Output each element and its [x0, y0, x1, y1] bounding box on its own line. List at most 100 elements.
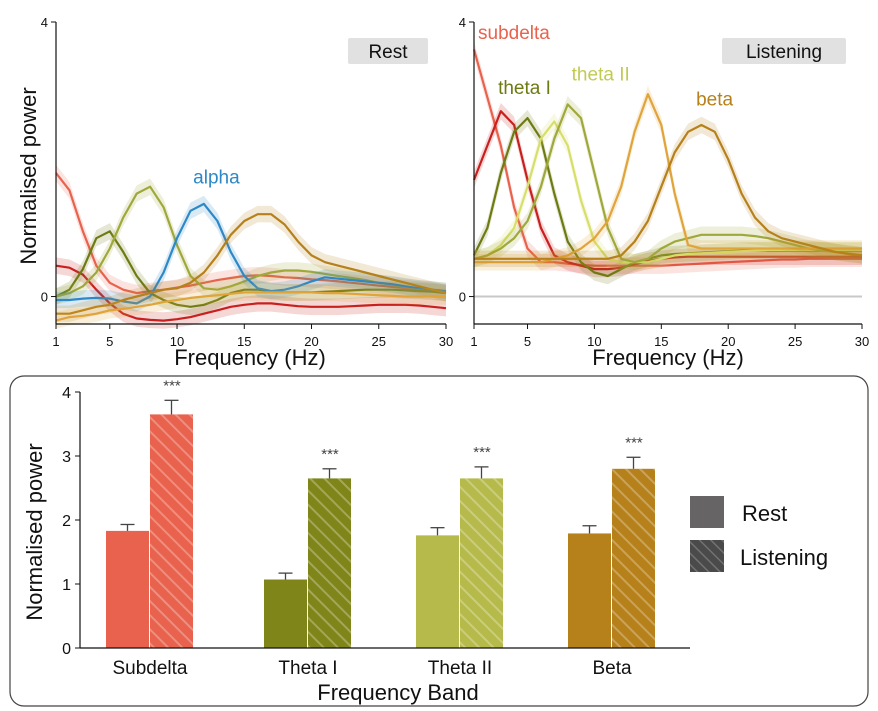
- rest-series-1-band: [56, 257, 446, 329]
- bar-panel-frame: [9, 375, 869, 707]
- listening-x-tick-label: 1: [470, 334, 477, 349]
- category-label: Beta: [592, 658, 632, 679]
- bar-subdelta-rest: [106, 530, 149, 648]
- listening-y-ticks: 04: [459, 15, 474, 305]
- listening-series-5-band: [474, 85, 862, 271]
- bar-x-axis-label: Frequency Band: [317, 680, 478, 705]
- rest-x-axis-label: Frequency (Hz): [174, 345, 326, 370]
- rest-y-tick-label: 0: [41, 290, 48, 305]
- rest-series-6-band: [56, 284, 446, 329]
- rest-series-1-line: [55, 264, 447, 322]
- listening-annotation-beta: beta: [696, 90, 733, 111]
- rest-x-tick-label: 5: [106, 334, 113, 349]
- bar-hatch: [308, 478, 351, 648]
- bar-hatch: [150, 414, 193, 648]
- rest-series-0-line: [55, 172, 447, 295]
- rest-series-6-line: [55, 291, 446, 322]
- bar-y-tick-label: 1: [62, 577, 71, 594]
- rest-x-tick-label: 15: [237, 334, 251, 349]
- listening-x-ticks: 1 5 10 15 20 25 30: [470, 324, 869, 349]
- bar-hatch: [612, 468, 655, 648]
- rest-series-5-line: [56, 213, 447, 315]
- bar-plot-area: *** *** *** ***: [106, 377, 655, 648]
- legend-label-rest: Rest: [742, 501, 787, 526]
- bar-y-tick-label: 4: [62, 385, 71, 402]
- error-bar: [430, 527, 445, 536]
- listening-x-tick-label: 25: [788, 334, 802, 349]
- listening-annotations: subdelta theta I theta II beta: [478, 23, 733, 111]
- bar-theta-ii-rest: [416, 535, 459, 648]
- rest-x-ticks: 1 5 10 15 20 25 30: [52, 324, 453, 349]
- category-label: Theta I: [278, 658, 337, 679]
- listening-series-3-band: [474, 113, 862, 271]
- rest-y-axis-label: Normalised power: [16, 87, 41, 264]
- bar-y-tick-label: 3: [62, 449, 71, 466]
- listening-series-5-line: [474, 92, 862, 264]
- error-bar: [278, 572, 293, 580]
- rest-series-2-line: [55, 230, 447, 308]
- bar-theta-i-rest: [264, 579, 307, 648]
- error-bar: [164, 399, 179, 415]
- listening-series-4-line: [473, 103, 863, 264]
- rest-y-ticks: 04: [41, 15, 56, 305]
- listening-badge-label: Listening: [746, 42, 822, 63]
- bar-legend: Rest Listening: [690, 496, 828, 572]
- listening-x-axis-label: Frequency (Hz): [592, 345, 744, 370]
- error-bar: [582, 525, 597, 534]
- listening-annotation-theta-II: theta II: [572, 64, 630, 85]
- bar-x-ticks: Subdelta Theta I Theta II Beta: [112, 658, 631, 679]
- significance-marker: ***: [321, 446, 339, 463]
- category-label: Theta II: [428, 658, 492, 679]
- error-bar: [120, 523, 135, 531]
- bar-panel: *** *** *** *** 0 1 2 3 4 Subdelta Theta I Theta …: [9, 375, 869, 707]
- bar-y-axis-label: Normalised power: [22, 443, 47, 620]
- listening-badge: Listening: [722, 38, 846, 64]
- rest-x-tick-label: 20: [304, 334, 318, 349]
- listening-x-tick-label: 15: [654, 334, 668, 349]
- legend-swatch-rest: [690, 496, 724, 528]
- rest-annotations: alpha: [193, 167, 240, 188]
- listening-x-tick-label: 10: [587, 334, 601, 349]
- rest-panel: 1 5 10 15 20 25 30 04 Rest Frequency (Hz) Norm…: [16, 15, 453, 370]
- significance-marker: ***: [473, 444, 491, 461]
- rest-series-3-band: [56, 178, 446, 305]
- listening-y-tick-label: 4: [459, 15, 466, 30]
- listening-series-3-line: [473, 120, 862, 264]
- listening-y-tick-label: 0: [459, 290, 466, 305]
- bar-beta-rest: [568, 533, 611, 648]
- bar-y-ticks: 0 1 2 3 4: [62, 385, 80, 658]
- error-bar: [626, 456, 641, 469]
- listening-series-0-line: [472, 49, 862, 267]
- rest-annotation-alpha: alpha: [193, 167, 240, 188]
- listening-panel: 1 5 10 15 20 25 30 04 Listening Frequency (Hz)…: [459, 15, 869, 370]
- listening-series-6-line: [474, 123, 863, 260]
- listening-series-4-band: [474, 96, 862, 271]
- listening-series-2-band: [474, 109, 862, 285]
- rest-x-tick-label: 30: [439, 334, 453, 349]
- listening-series-1-band: [474, 103, 862, 278]
- significance-marker: ***: [163, 377, 181, 394]
- listening-x-tick-label: 30: [855, 334, 869, 349]
- listening-plot-area: [472, 41, 863, 298]
- listening-annotation-subdelta: subdelta: [478, 23, 550, 44]
- listening-x-tick-label: 5: [524, 334, 531, 349]
- rest-x-tick-label: 10: [170, 334, 184, 349]
- error-bar: [322, 468, 337, 479]
- bar-y-tick-label: 0: [62, 641, 71, 658]
- legend-label-listening: Listening: [740, 545, 828, 570]
- rest-y-tick-label: 4: [41, 15, 48, 30]
- rest-x-tick-label: 25: [372, 334, 386, 349]
- bar-y-tick-label: 2: [62, 513, 71, 530]
- rest-badge-label: Rest: [368, 42, 408, 63]
- error-bar: [474, 466, 489, 479]
- bar-hatch: [460, 478, 503, 648]
- rest-badge: Rest: [348, 38, 428, 64]
- rest-plot-area: [55, 164, 447, 329]
- listening-x-tick-label: 20: [721, 334, 735, 349]
- category-label: Subdelta: [112, 658, 187, 679]
- rest-x-tick-label: 1: [52, 334, 59, 349]
- rest-series-4-band: [56, 195, 446, 312]
- significance-marker: ***: [625, 434, 643, 451]
- listening-annotation-theta-I: theta I: [498, 78, 551, 99]
